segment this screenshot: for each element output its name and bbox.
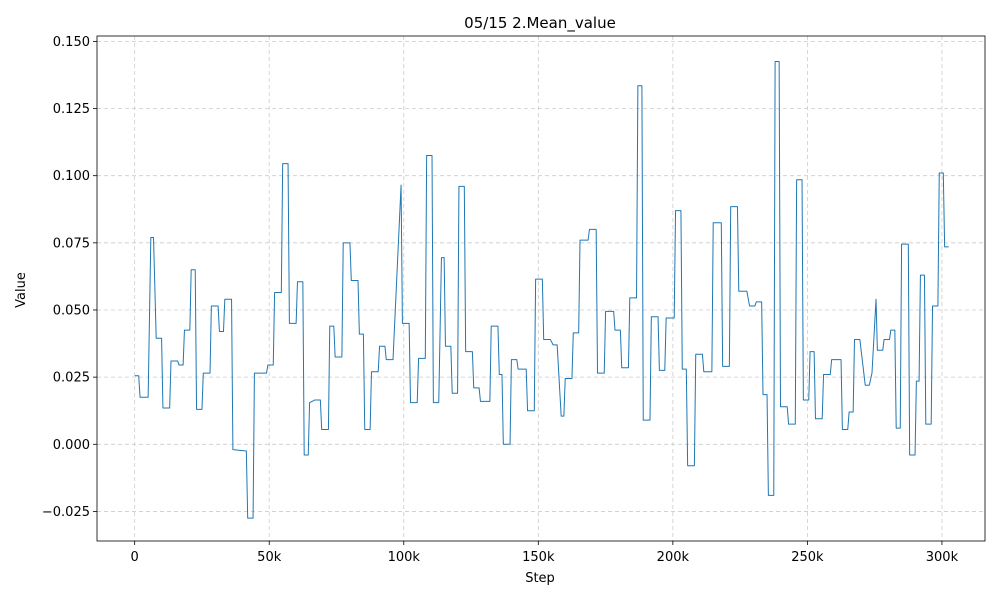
y-axis-label: Value xyxy=(14,272,29,308)
y-tick-label: 0.100 xyxy=(53,169,90,184)
x-tick-label: 250k xyxy=(791,550,824,565)
x-tick-label: 150k xyxy=(522,550,555,565)
y-tick-label: 0.075 xyxy=(53,236,90,251)
y-tick-label: 0.150 xyxy=(53,35,90,50)
plot-frame xyxy=(96,35,986,542)
x-tick-label: 300k xyxy=(926,550,959,565)
y-tick-label: −0.025 xyxy=(42,505,90,520)
y-tick-label: 0.000 xyxy=(53,438,90,453)
axis-ticks: 0 50k 100k 150k 200k 250k 300k −0.025 0.000 0.025… xyxy=(42,35,959,565)
x-tick-label: 0 xyxy=(131,550,139,565)
gridlines xyxy=(97,36,985,541)
y-tick-label: 0.125 xyxy=(53,102,90,117)
chart-title: 05/15 2.Mean_value xyxy=(464,14,616,33)
x-tick-label: 50k xyxy=(257,550,282,565)
y-tick-label: 0.025 xyxy=(53,371,90,386)
x-axis-label: Step xyxy=(525,571,555,586)
series-layer xyxy=(134,61,949,519)
y-tick-label: 0.050 xyxy=(53,303,90,318)
x-tick-label: 100k xyxy=(388,550,421,565)
x-tick-label: 200k xyxy=(657,550,690,565)
series-line xyxy=(134,61,949,519)
